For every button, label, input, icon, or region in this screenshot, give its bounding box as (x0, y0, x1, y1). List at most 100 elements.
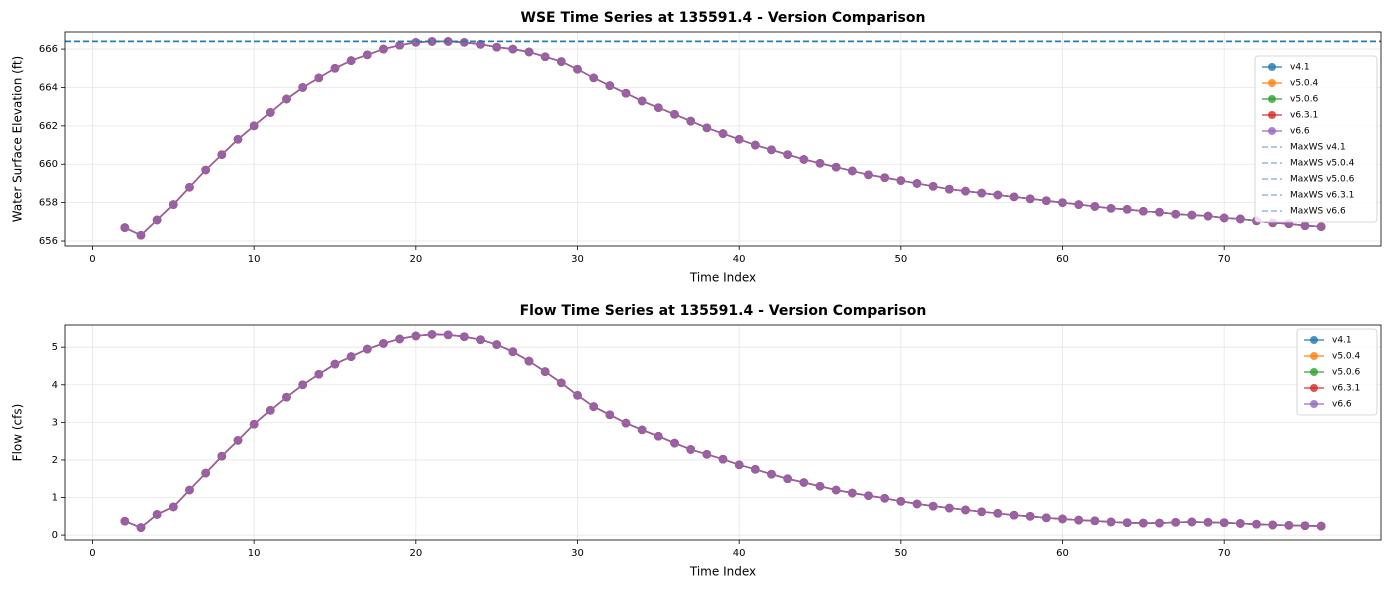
point (298, 83, 307, 92)
legend-marker (1310, 400, 1318, 408)
legend-marker (1268, 127, 1276, 135)
point (799, 155, 809, 164)
point (379, 44, 388, 54)
point (1042, 513, 1051, 523)
point (120, 516, 130, 526)
point (1058, 198, 1067, 207)
point (896, 176, 906, 185)
point (314, 369, 324, 379)
point (169, 502, 178, 512)
point (460, 38, 469, 47)
point (427, 37, 437, 46)
point (1219, 213, 1229, 223)
point (524, 47, 534, 57)
axes-frame (64, 324, 1382, 541)
series-line (124, 40, 1322, 237)
point (670, 110, 679, 119)
point (217, 150, 227, 159)
point (993, 509, 1003, 518)
point (1058, 514, 1067, 524)
legend-box (1296, 328, 1378, 416)
legend-marker (1310, 352, 1318, 360)
series-line (124, 333, 1322, 529)
x-tick-label: 60 (1056, 254, 1069, 265)
x-axis-label: Time Index (689, 565, 756, 579)
point (443, 330, 453, 340)
point (1316, 222, 1326, 231)
y-tick-label: 0 (52, 530, 58, 541)
x-tick-label: 0 (89, 548, 95, 559)
point (395, 40, 404, 50)
point (977, 188, 986, 198)
point (266, 406, 275, 415)
plot-area (65, 37, 1381, 240)
point (282, 94, 291, 104)
point (573, 390, 582, 400)
x-tick-label: 20 (409, 548, 422, 559)
series-line (124, 333, 1322, 529)
point (637, 425, 647, 435)
point (411, 38, 421, 47)
y-axis-label: Water Surface Elevation (ft) (11, 56, 25, 222)
point (1252, 519, 1261, 529)
point (136, 523, 146, 532)
legend-label: MaxWS v6.3.1 (1290, 191, 1354, 201)
point (815, 481, 825, 491)
legend-marker (1268, 63, 1276, 71)
point (1009, 192, 1019, 202)
point (1300, 221, 1310, 230)
point (1155, 207, 1164, 217)
point (1284, 521, 1294, 530)
point (492, 42, 501, 52)
point (961, 186, 970, 196)
point (540, 52, 550, 62)
legend-marker (1310, 336, 1318, 344)
point (1155, 518, 1164, 528)
point (767, 145, 776, 155)
point (815, 158, 825, 168)
point (427, 330, 437, 339)
axes-frame (64, 31, 1382, 247)
y-axis-label: Flow (cfs) (11, 404, 25, 462)
point (589, 73, 598, 83)
point (298, 380, 307, 390)
legend-label: v6.6 (1290, 127, 1310, 137)
y-tick-label: 666 (39, 44, 58, 55)
point (977, 507, 986, 517)
legend-label: v6.3.1 (1290, 111, 1318, 121)
x-tick-label: 30 (571, 548, 584, 559)
x-tick-label: 0 (89, 254, 95, 265)
point (169, 200, 178, 209)
legend-label: MaxWS v5.0.6 (1290, 175, 1355, 185)
x-tick-label: 70 (1218, 254, 1231, 265)
point (831, 162, 841, 172)
point (1090, 202, 1100, 211)
point (912, 179, 922, 188)
point (848, 488, 857, 498)
point (589, 402, 598, 411)
point (363, 344, 372, 354)
point (282, 392, 291, 402)
point (1009, 510, 1019, 520)
point (831, 485, 841, 495)
point (185, 182, 194, 192)
series-line (124, 333, 1322, 529)
legend-marker (1310, 368, 1318, 376)
plot-area (120, 330, 1326, 532)
x-tick-label: 40 (733, 254, 746, 265)
point (476, 335, 485, 344)
chart-title: WSE Time Series at 135591.4 - Version Co… (521, 10, 926, 26)
point (152, 510, 162, 519)
point (1236, 214, 1245, 224)
point (1203, 211, 1213, 221)
point (395, 334, 404, 344)
point (411, 331, 421, 341)
x-tick-label: 60 (1056, 548, 1069, 559)
legend: v4.1 v5.0.4 v5.0.6 v6.3.1 v6.6 MaxWS v4.1 MaxW… (1254, 55, 1378, 223)
point (637, 96, 647, 106)
legend-label: v5.0.6 (1290, 95, 1319, 105)
y-tick-label: 656 (39, 236, 58, 247)
point (605, 81, 615, 90)
point (346, 56, 356, 65)
